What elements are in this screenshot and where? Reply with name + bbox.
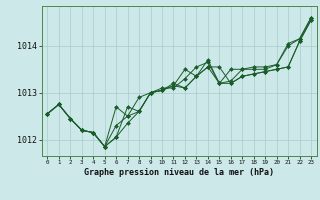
X-axis label: Graphe pression niveau de la mer (hPa): Graphe pression niveau de la mer (hPa) [84, 168, 274, 177]
